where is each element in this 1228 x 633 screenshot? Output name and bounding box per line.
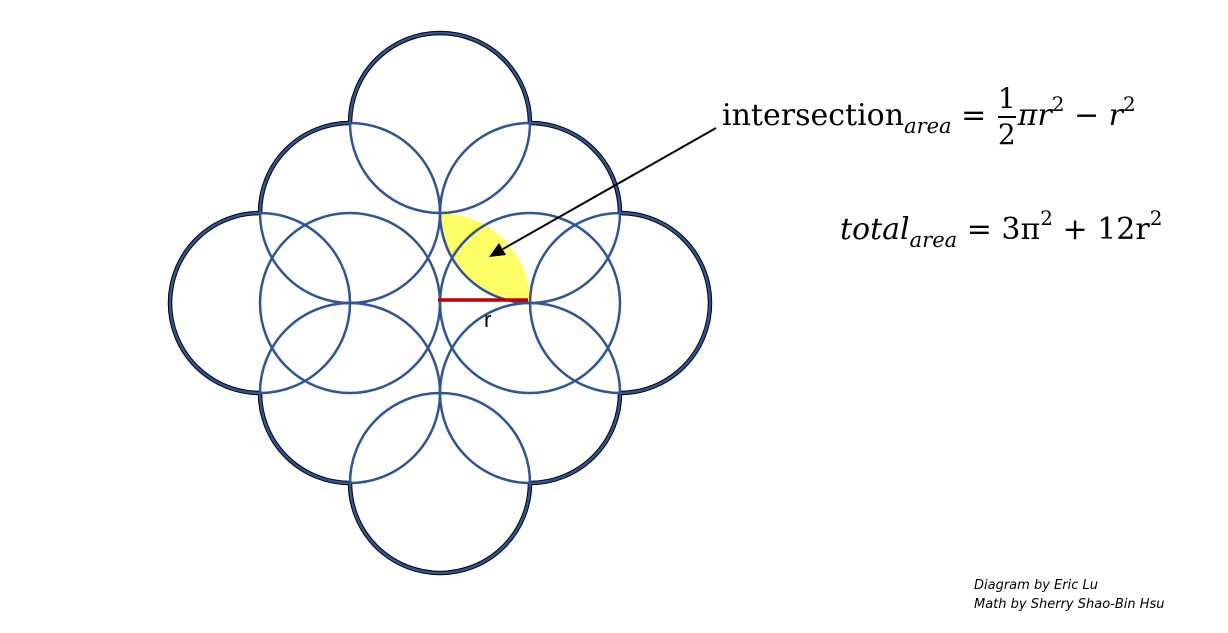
intersection-area-equation: intersectionarea = 1 2 πr2 − r2 (722, 82, 1136, 152)
pi-r-exponent: 2 (1051, 92, 1065, 116)
arrow-head (489, 243, 506, 257)
circle-bottom (348, 391, 532, 575)
fraction-denominator: 2 (997, 118, 1016, 151)
twelve-r-exponent: 2 (1149, 206, 1163, 230)
total-subscript: area (909, 228, 958, 252)
diagram-credit: Diagram by Eric Lu (974, 578, 1098, 593)
arrow-line (502, 127, 717, 250)
intersection-highlight (440, 213, 530, 303)
circles (168, 31, 712, 575)
circle-top (348, 31, 532, 215)
total-equals: = (966, 212, 992, 247)
three-pi-term: 3π (1001, 212, 1041, 247)
minus-sign: − (1073, 98, 1100, 133)
fraction-numerator: 1 (997, 82, 1016, 118)
half-fraction: 1 2 (997, 82, 1016, 152)
twelve-r-term: 12r (1097, 212, 1150, 247)
intersection-subscript: area (904, 114, 952, 138)
three-pi-exponent: 2 (1040, 206, 1053, 230)
total-area-equation: totalarea = 3π2 + 12r2 (840, 206, 1162, 252)
r-term: r (1108, 98, 1124, 133)
intersection-lhs: intersection (722, 98, 905, 133)
radius-label: r (484, 307, 492, 332)
circle-center-right (438, 211, 622, 395)
total-lhs: total (840, 212, 910, 247)
r-exponent: 2 (1123, 92, 1136, 116)
plus-sign: + (1062, 212, 1088, 247)
intersection-equals: = (961, 98, 987, 133)
math-credit: Math by Sherry Shao-Bin Hsu (974, 597, 1165, 612)
pi-r-term: πr (1017, 98, 1052, 133)
